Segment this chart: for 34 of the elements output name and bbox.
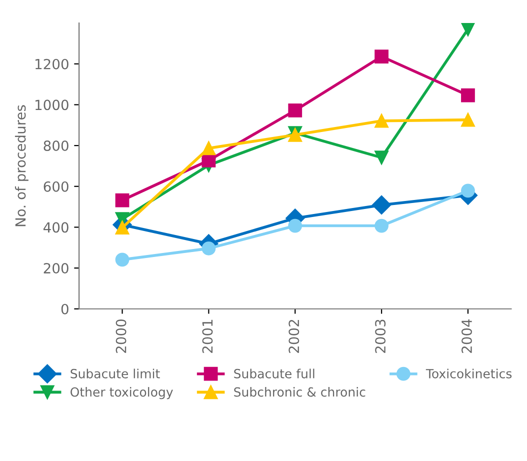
point <box>115 252 130 267</box>
point <box>288 218 302 233</box>
x-tick-label: 2001 <box>202 320 213 353</box>
point <box>461 112 475 127</box>
point <box>202 141 216 156</box>
point <box>372 195 392 214</box>
point <box>288 103 302 118</box>
point <box>461 88 475 102</box>
y-axis-title: No. of procedures <box>14 105 28 226</box>
x-tick-label: 2002 <box>288 320 300 353</box>
x-tick-label: 2000 <box>116 320 126 353</box>
y-tick-label: 0 <box>61 304 68 314</box>
y-tick-label: 1200 <box>36 58 68 70</box>
point <box>461 184 475 198</box>
point <box>115 193 130 208</box>
y-tick-label: 400 <box>43 222 68 233</box>
point <box>461 23 475 36</box>
point <box>202 241 216 256</box>
point <box>202 154 216 168</box>
legend-label: Other toxicology <box>70 387 173 400</box>
y-tick-label: 800 <box>44 140 68 152</box>
x-tick-label: 2003 <box>375 320 386 353</box>
point <box>374 114 388 128</box>
y-tick-label: 600 <box>44 181 68 192</box>
legend-label: Subchronic & chronic <box>234 387 366 397</box>
legend-label: Toxicokinetics <box>426 368 512 378</box>
point <box>374 218 388 233</box>
legend-label: Subacute full <box>234 368 314 378</box>
y-tick-label: 1000 <box>36 100 68 110</box>
point <box>374 150 388 165</box>
x-tick-label: 2004 <box>462 319 472 353</box>
point <box>374 50 388 64</box>
y-tick-label: 200 <box>44 263 68 274</box>
legend-label: Subacute limit <box>70 368 160 378</box>
